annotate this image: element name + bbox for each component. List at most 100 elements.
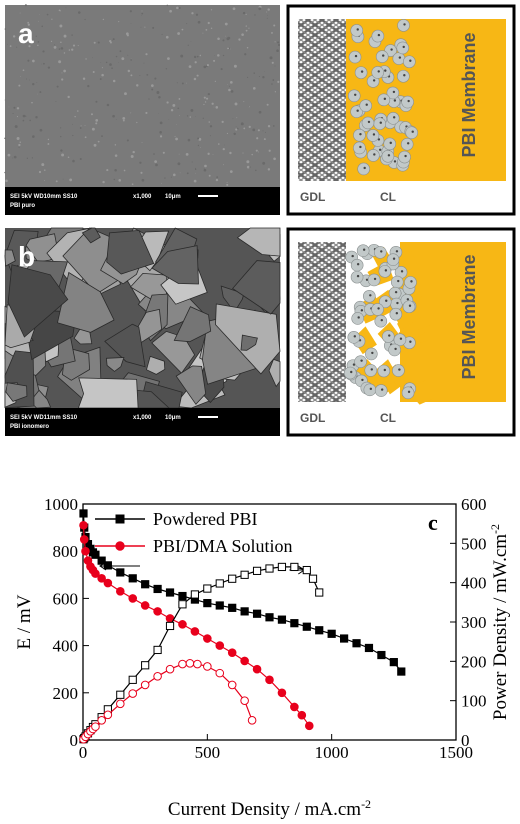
y2-tick-label: 0 [461,731,470,750]
texture [172,173,176,177]
y-tick-label: 400 [53,637,79,656]
catalyst-particle [348,50,362,64]
texture [166,101,169,104]
texture [72,159,75,163]
texture [188,65,192,69]
data-point [389,658,398,667]
catalyst-particle [397,69,410,83]
catalyst-particle [359,99,373,113]
texture [58,60,62,64]
catalyst-particle [402,300,416,314]
texture [262,76,265,79]
texture [213,106,215,108]
data-point [178,591,187,601]
pt-dot [392,116,396,119]
texture [226,132,229,135]
y2-tick-label: 200 [461,652,487,671]
data-point [228,603,237,612]
texture [195,13,199,16]
texture [242,152,244,154]
crystal [5,382,28,402]
data-point [165,621,175,631]
texture [274,41,276,43]
texture [28,45,31,48]
texture [203,168,207,172]
crystal [106,229,155,275]
texture [170,109,174,112]
texture [126,139,129,142]
texture [193,77,197,81]
texture [130,74,133,77]
texture [29,119,31,122]
pt-dot [379,121,382,124]
texture [185,82,187,84]
texture [199,54,202,57]
texture [60,41,62,43]
texture [97,41,100,44]
texture [258,151,260,153]
pt-dot [373,153,376,156]
data-point [153,645,162,655]
panel-label: b [18,241,35,272]
data-point [190,627,200,636]
texture [19,141,21,143]
pt-dot [409,340,412,343]
catalyst-particle [361,116,375,130]
texture [277,80,280,84]
texture [85,58,87,60]
texture [4,171,6,174]
texture [76,110,79,112]
data-point [290,619,299,628]
legend-marker [115,514,125,524]
texture [100,62,102,63]
data-point [397,667,406,676]
pt-dot [372,79,376,82]
catalyst-particle [398,150,411,164]
catalyst-particle [350,105,363,119]
texture [267,8,270,11]
texture [168,119,170,120]
texture [208,174,211,177]
catalyst-particle [350,24,364,37]
pt-dot [392,257,396,260]
texture [271,32,273,34]
texture [246,47,249,49]
texture [255,169,257,172]
texture [38,170,42,174]
sem-magnification: x1,000 [133,194,152,200]
catalyst-particle [347,331,361,344]
texture [208,121,211,123]
texture [127,69,131,73]
texture [19,76,21,77]
data-point [116,690,125,699]
sem-info-bar [5,187,280,215]
data-point [203,599,212,608]
data-point [215,668,225,678]
texture [7,43,8,45]
texture [228,85,230,87]
texture [204,101,207,103]
texture [16,107,20,110]
texture [266,11,268,13]
texture [216,176,219,179]
texture [99,78,102,80]
texture [228,88,231,92]
texture [226,37,230,41]
texture [112,114,115,118]
pt-dot [365,103,368,106]
texture [47,143,50,145]
texture [143,62,145,64]
texture [223,164,224,166]
texture [174,135,176,137]
pt-dot [380,250,383,253]
pt-dot [400,270,404,273]
texture [55,101,57,102]
texture [258,7,262,11]
texture [27,59,30,62]
pt-dot [397,279,400,283]
texture [61,72,63,74]
texture [186,23,188,25]
data-point [79,509,88,518]
texture [131,183,134,186]
texture [5,179,8,183]
